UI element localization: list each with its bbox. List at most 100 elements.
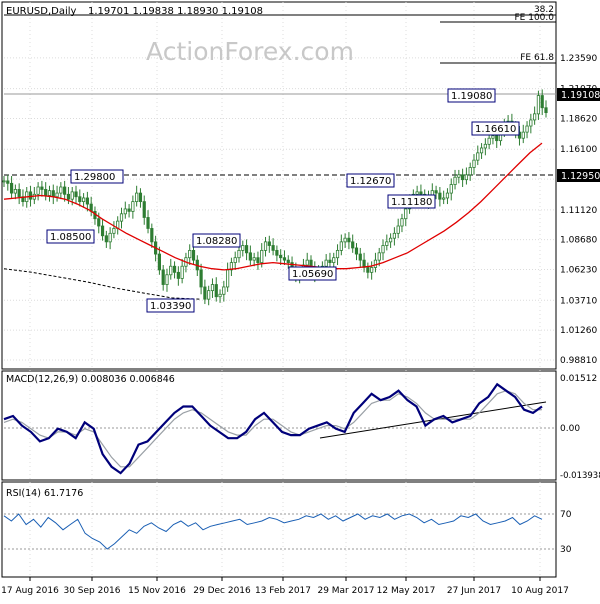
candle-body <box>282 257 287 261</box>
candle-body <box>351 241 355 249</box>
candle-body <box>525 125 529 133</box>
candle-body <box>286 259 290 263</box>
macd-main-line <box>3 382 543 475</box>
candle-body <box>487 137 491 145</box>
label-103390: 1.03390 <box>150 301 191 312</box>
candle-body <box>142 201 146 218</box>
rsi-tick-70: 70 <box>560 510 572 520</box>
candle-body <box>150 228 154 243</box>
candle-body <box>119 213 124 222</box>
candle-body <box>55 192 59 198</box>
candle-body <box>438 192 442 200</box>
candle-body <box>370 267 374 273</box>
macd-title: MACD(12,26,9) 0.008036 0.006846 <box>6 374 175 385</box>
candle-body <box>210 284 215 292</box>
candle-body <box>97 218 101 227</box>
label-12980: 1.29800 <box>74 172 115 183</box>
macd-tick-bottom: -0.013938 <box>560 471 600 481</box>
rsi-tick-30: 30 <box>560 545 572 555</box>
label-box-119080 <box>447 88 496 103</box>
macd-tick-zero: 0.00 <box>560 424 580 434</box>
candle-body <box>85 197 89 205</box>
candle-body <box>366 267 370 273</box>
last-price-label: 1.19108 <box>561 90 600 101</box>
price-tick-label: 1.03710 <box>560 296 597 306</box>
watermark: ActionForex.com <box>146 37 354 66</box>
candle-body <box>135 192 139 203</box>
candle-body <box>491 135 495 139</box>
candle-body <box>36 186 40 195</box>
candle-body <box>127 208 131 212</box>
candle-body <box>78 196 82 203</box>
price-tick-label: 1.16100 <box>560 145 597 155</box>
candle-body <box>267 241 271 246</box>
candle-body <box>100 225 105 237</box>
candle-body <box>131 201 135 212</box>
candle-body <box>108 232 112 243</box>
candle-body <box>495 135 499 142</box>
candle-body <box>9 182 14 194</box>
candle-body <box>434 190 438 194</box>
candle-body <box>389 237 393 243</box>
candle-body <box>104 235 108 243</box>
candle-body <box>203 286 207 300</box>
candle-body <box>373 259 378 268</box>
candle-body <box>13 189 17 194</box>
candle-body <box>479 147 484 154</box>
candle-body <box>396 225 400 234</box>
candle-body <box>271 245 275 251</box>
label-112670: 1.12670 <box>350 176 391 187</box>
candle-body <box>17 189 21 198</box>
candle-body <box>453 176 457 185</box>
candle-body <box>123 208 127 215</box>
date-tick-label: 17 Aug 2016 <box>1 586 59 596</box>
candle-body <box>176 271 180 279</box>
candle-body <box>244 245 249 254</box>
price-marks <box>2 89 548 306</box>
candle-body <box>188 249 192 259</box>
candle-body <box>222 286 226 295</box>
date-tick-label: 15 Nov 2016 <box>128 586 186 596</box>
label-108500: 1.08500 <box>50 232 91 243</box>
symbol-label: EURUSD,Daily <box>6 6 77 17</box>
candle-body <box>461 174 465 181</box>
long-moving-average-dashed <box>3 268 201 300</box>
macd-marks <box>3 382 543 475</box>
label-box-108280 <box>192 233 241 248</box>
label-box-105690 <box>288 266 337 281</box>
label-box-111180 <box>387 194 436 209</box>
price-tick-label: 1.06230 <box>560 266 597 276</box>
candle-body <box>237 249 241 259</box>
candle-body <box>28 191 33 200</box>
macd-tick-top: 0.01512 <box>560 374 597 384</box>
candle-body <box>169 265 173 276</box>
candle-body <box>392 232 396 239</box>
price-tick-label: 1.11120 <box>560 206 597 216</box>
candle-body <box>260 249 264 263</box>
candle-body <box>66 193 71 200</box>
label-111180: 1.11180 <box>391 197 432 208</box>
label-108280: 1.08280 <box>196 236 237 247</box>
candle-body <box>305 259 309 266</box>
label-119080: 1.19080 <box>451 91 492 102</box>
candle-body <box>468 167 472 176</box>
candle-body <box>354 247 359 255</box>
candle-body <box>332 257 336 263</box>
candle-body <box>449 184 453 194</box>
fib-label-fe618: FE 61.8 <box>520 53 554 63</box>
candle-body <box>381 245 385 254</box>
candle-body <box>180 265 184 279</box>
support-price-label: 1.12950 <box>561 171 600 182</box>
candle-body <box>358 253 362 261</box>
candle-body <box>47 190 52 196</box>
candle-body <box>256 257 260 263</box>
rsi-line <box>3 513 543 550</box>
date-tick-label: 29 Dec 2016 <box>193 586 251 596</box>
rsi-marks <box>3 513 543 550</box>
candle-body <box>157 253 161 271</box>
fib-label-382: 38.2 <box>534 5 554 15</box>
price-tick-label: 0.98810 <box>560 356 597 366</box>
label-box-103390 <box>146 298 195 313</box>
